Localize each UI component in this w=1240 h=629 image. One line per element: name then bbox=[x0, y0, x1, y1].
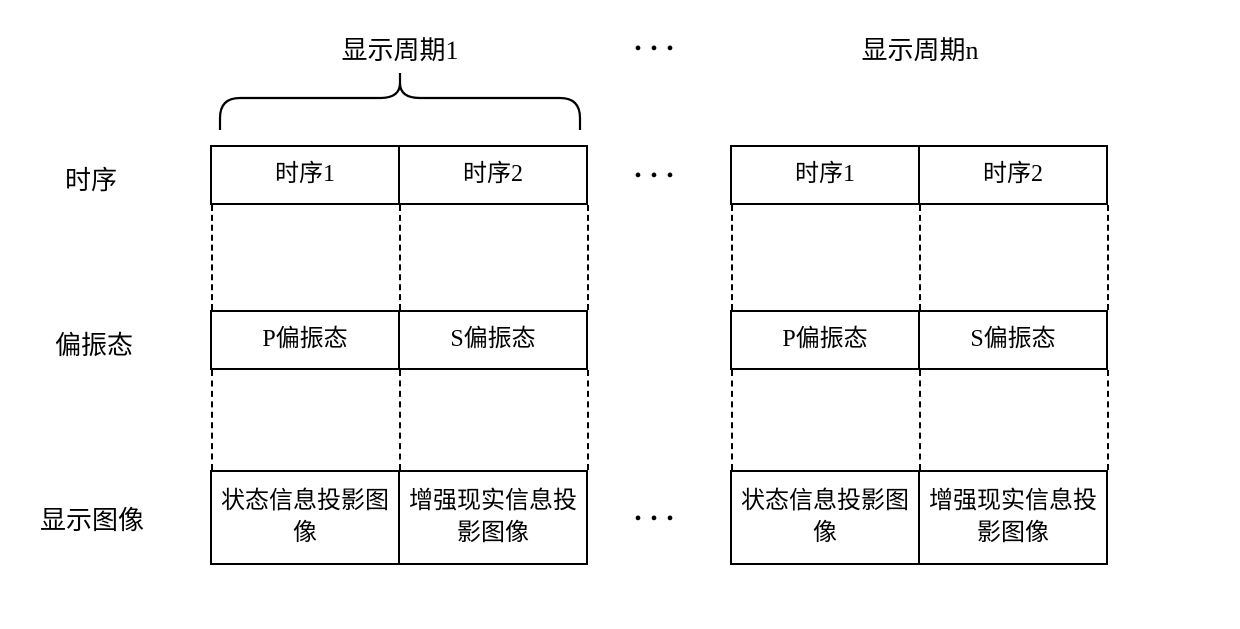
dash-p1-left-2 bbox=[211, 370, 213, 470]
cell-p1-img-ar: 增强现实信息投影图像 bbox=[398, 470, 588, 565]
cell-pn-timing1: 时序1 bbox=[730, 145, 920, 205]
period-1-label: 显示周期1 bbox=[210, 30, 590, 67]
dash-pn-mid-2 bbox=[919, 370, 921, 470]
row-label-image: 显示图像 bbox=[40, 500, 144, 537]
row-label-timing: 时序 bbox=[65, 160, 117, 197]
row-label-polarization: 偏振态 bbox=[55, 325, 133, 362]
cell-p1-timing1: 时序1 bbox=[210, 145, 400, 205]
cell-pn-img-status: 状态信息投影图像 bbox=[730, 470, 920, 565]
ellipsis-top: • • • bbox=[600, 38, 710, 61]
brace-period-1 bbox=[210, 68, 590, 138]
period-n-label: 显示周期n bbox=[730, 30, 1110, 67]
dash-p1-right-1 bbox=[587, 205, 589, 310]
ellipsis-row3: • • • bbox=[600, 508, 710, 531]
cell-pn-pol-s: S偏振态 bbox=[918, 310, 1108, 370]
cell-p1-img-status: 状态信息投影图像 bbox=[210, 470, 400, 565]
cell-pn-img-ar: 增强现实信息投影图像 bbox=[918, 470, 1108, 565]
dash-pn-left-1 bbox=[731, 205, 733, 310]
cell-pn-pol-p: P偏振态 bbox=[730, 310, 920, 370]
dash-p1-mid-1 bbox=[399, 205, 401, 310]
cell-pn-timing2: 时序2 bbox=[918, 145, 1108, 205]
diagram-canvas: 显示周期1 • • • 显示周期n 时序 偏振态 显示图像 时序1 时序2 P偏… bbox=[40, 30, 1200, 600]
cell-p1-pol-s: S偏振态 bbox=[398, 310, 588, 370]
ellipsis-row1: • • • bbox=[600, 165, 710, 188]
dash-pn-left-2 bbox=[731, 370, 733, 470]
dash-pn-mid-1 bbox=[919, 205, 921, 310]
dash-p1-left-1 bbox=[211, 205, 213, 310]
dash-pn-right-2 bbox=[1107, 370, 1109, 470]
dash-p1-right-2 bbox=[587, 370, 589, 470]
cell-p1-pol-p: P偏振态 bbox=[210, 310, 400, 370]
dash-pn-right-1 bbox=[1107, 205, 1109, 310]
cell-p1-timing2: 时序2 bbox=[398, 145, 588, 205]
dash-p1-mid-2 bbox=[399, 370, 401, 470]
